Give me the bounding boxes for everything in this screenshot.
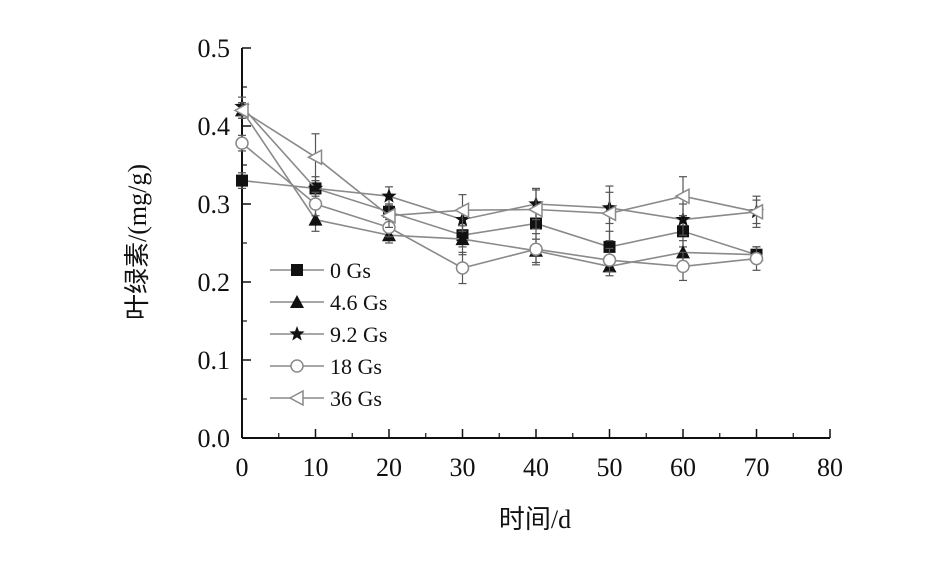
marker-triangle-left: [306, 148, 323, 166]
axes: 0 10 20 30 40 50 60 70 80 0.0 0.1 0.2 0.3 0.4 0.5: [198, 34, 844, 482]
series-18-gs: [235, 134, 764, 285]
series-line: [241, 109, 757, 268]
legend-item: 36 Gs: [270, 386, 382, 411]
series-layer: [233, 96, 765, 285]
marker-circle: [308, 197, 323, 211]
marker-star: [307, 180, 324, 195]
marker-square: [236, 174, 248, 187]
y-tick-label: 0.2: [198, 268, 231, 297]
marker-circle: [235, 136, 249, 150]
marker-square: [291, 264, 303, 276]
y-tick-label: 0.0: [198, 424, 231, 453]
x-tick-label: 70: [744, 453, 770, 482]
y-tick-label: 0.4: [198, 112, 231, 141]
marker-circle: [602, 253, 617, 267]
marker-star: [289, 326, 305, 341]
legend-label: 18 Gs: [330, 354, 382, 379]
series-line: [241, 142, 757, 269]
marker-triangle-left: [747, 203, 764, 221]
legend-label: 36 Gs: [330, 386, 382, 411]
marker-triangle-left: [527, 201, 543, 218]
legend-item: 4.6 Gs: [270, 290, 387, 315]
legend-label: 4.6 Gs: [330, 290, 387, 315]
legend-item: 18 Gs: [270, 354, 382, 379]
x-tick-label: 60: [670, 453, 696, 482]
marker-triangle: [308, 212, 323, 226]
marker-star: [675, 211, 691, 227]
y-tick-label: 0.3: [198, 190, 231, 219]
legend-item: 0 Gs: [270, 258, 371, 283]
marker-triangle: [290, 295, 304, 308]
series-line: [241, 179, 757, 256]
series-36-gs: [233, 101, 764, 242]
marker-circle: [676, 259, 690, 274]
marker-triangle-left: [674, 187, 690, 205]
marker-circle: [455, 261, 470, 275]
x-tick-label: 20: [376, 453, 402, 482]
y-tick-label: 0.5: [198, 34, 231, 63]
marker-star: [381, 188, 397, 203]
x-tick-label: 80: [817, 453, 843, 482]
legend-item: 9.2 Gs: [270, 322, 387, 347]
marker-circle: [290, 359, 304, 373]
x-tick-label: 40: [523, 453, 549, 482]
marker-triangle-left: [453, 201, 470, 219]
series-9-2-gs: [234, 96, 765, 236]
legend: 0 Gs 4.6 Gs 9.2 Gs 18 Gs 36 Gs: [270, 258, 387, 411]
marker-triangle-left: [288, 389, 304, 407]
y-tick-label: 0.1: [198, 346, 231, 375]
marker-circle: [749, 251, 764, 266]
marker-triangle: [455, 232, 470, 246]
x-tick-label: 50: [597, 453, 623, 482]
series-line: [241, 109, 757, 217]
marker-triangle-left: [233, 102, 249, 119]
marker-triangle-left: [380, 207, 396, 224]
x-tick-label: 0: [236, 453, 249, 482]
x-axis-title: 时间/d: [499, 505, 571, 534]
series-line: [241, 105, 757, 221]
legend-label: 0 Gs: [330, 258, 371, 283]
marker-circle: [529, 242, 543, 256]
x-tick-label: 10: [303, 453, 329, 482]
y-axis-title: 叶绿素/(mg/g): [123, 164, 152, 320]
marker-triangle-left: [600, 205, 617, 222]
x-tick-label: 30: [450, 453, 476, 482]
marker-square: [603, 240, 616, 253]
legend-label: 9.2 Gs: [330, 322, 387, 347]
